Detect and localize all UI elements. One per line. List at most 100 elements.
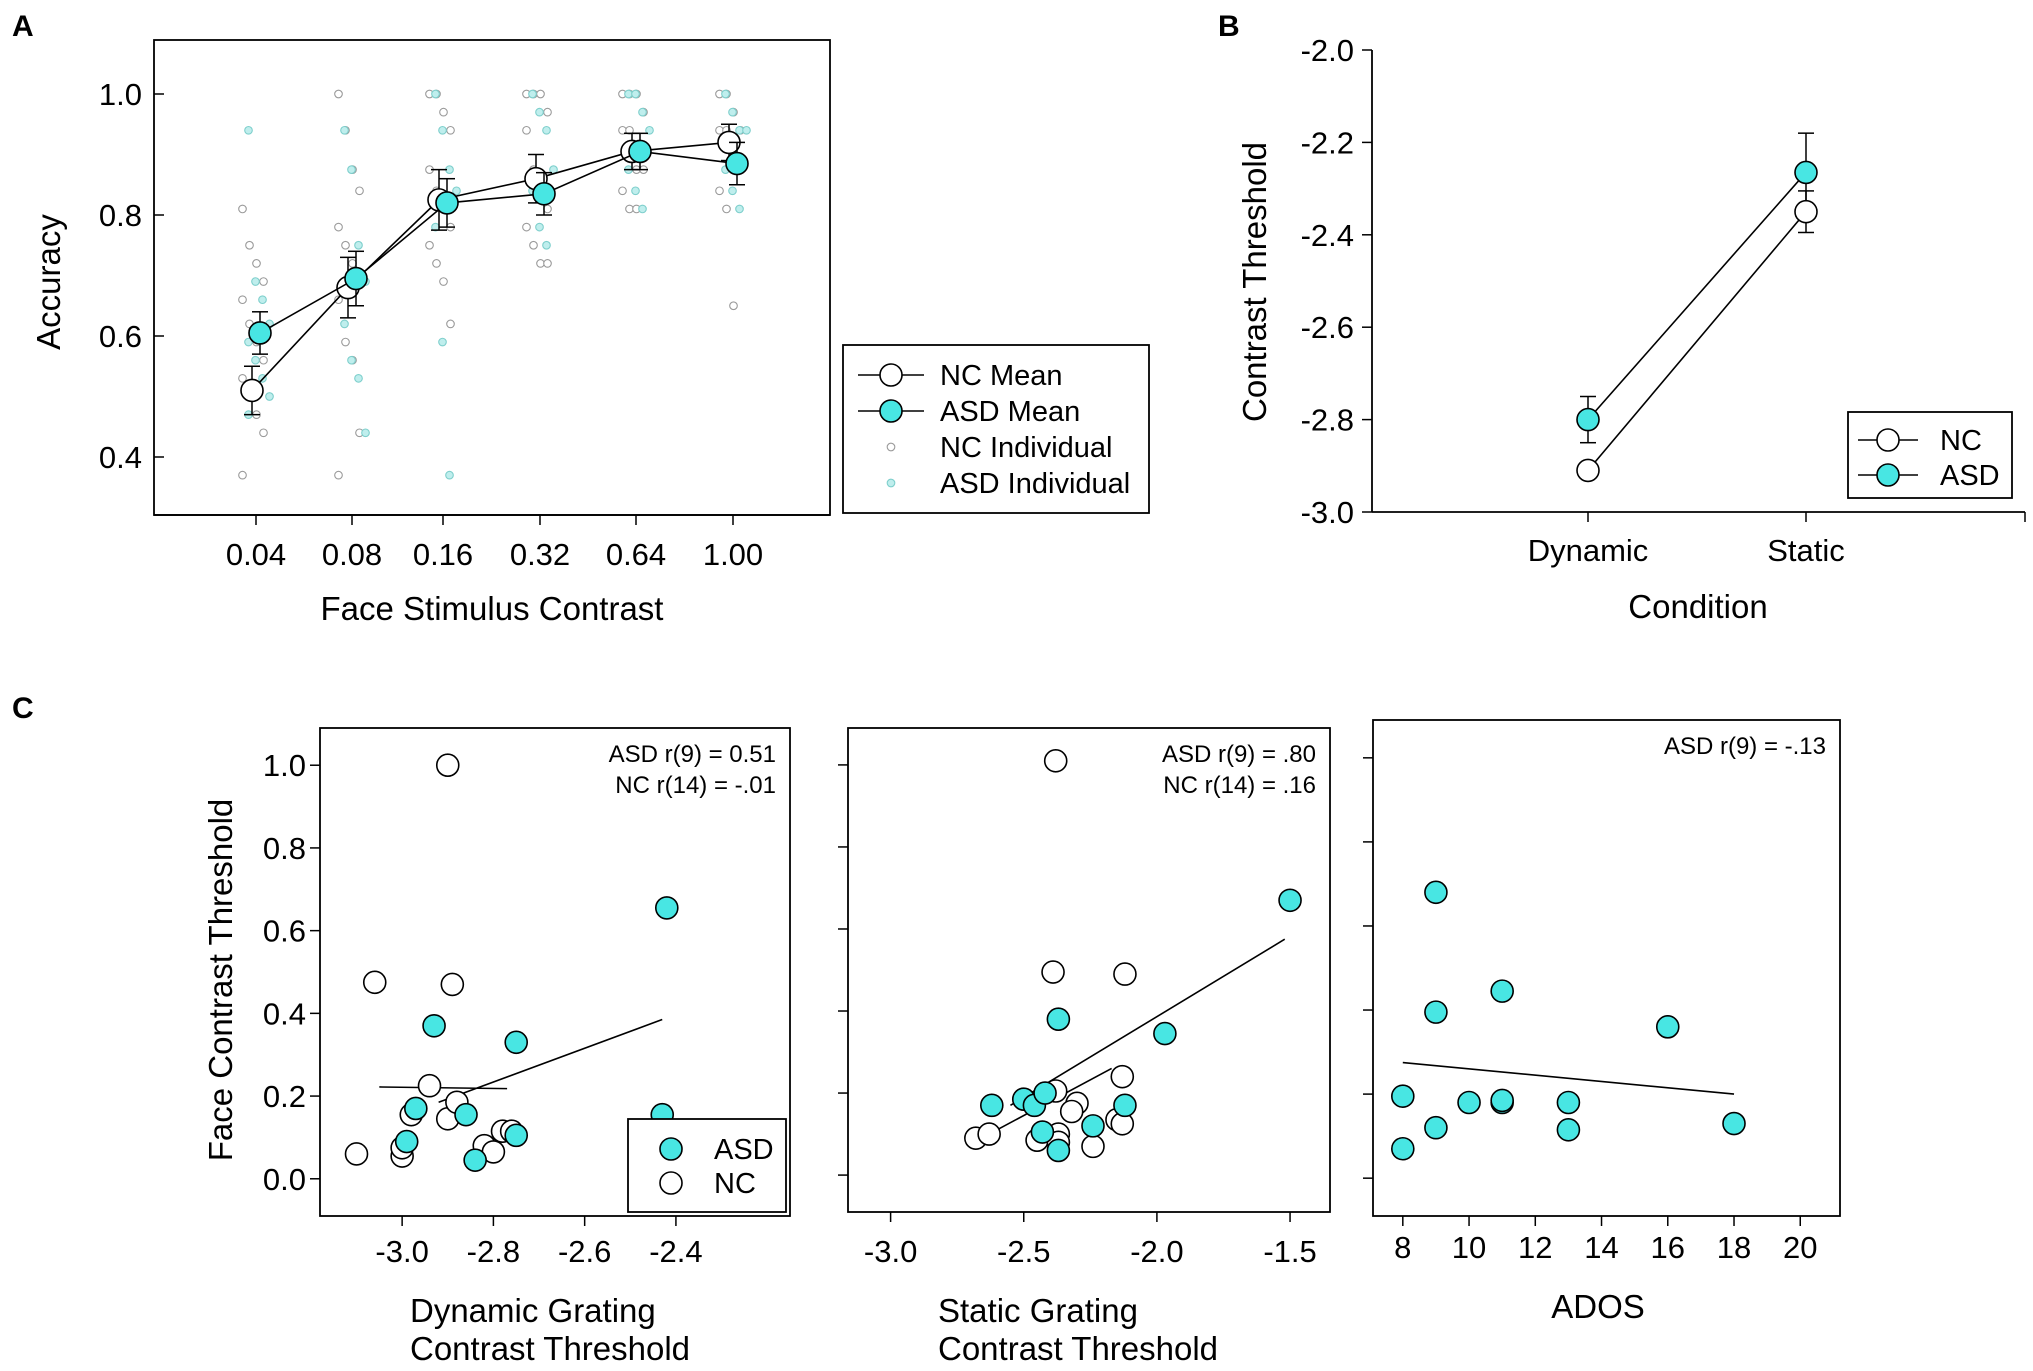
panel-a-legend: NC Mean ASD Mean NC Individual ASD Individu… [842, 344, 1150, 514]
panel-c-nc-point [1110, 1064, 1135, 1089]
panel-a: 0.4 0.6 0.8 1.0 0.04 0.08 0.16 0.32 0.64 1.00 Ac… [30, 39, 1150, 627]
panel-a-legend-marker [886, 442, 896, 452]
panel-a-legend-label: NC Individual [940, 432, 1112, 464]
panel-b-y-label: Contrast Threshold [1236, 142, 1273, 422]
panel-a-nc-individual-point [543, 204, 552, 214]
panel-c-correlation-annotation: NC r(14) = -.01 [615, 772, 776, 799]
panel-a-x-tick-label: 1.00 [703, 537, 763, 572]
panel-a-nc-individual-point [722, 204, 731, 214]
panel-b-y-tick-label: -2.2 [1301, 125, 1354, 160]
panel-a-legend-label: ASD Individual [940, 468, 1130, 500]
panel-c-x-tick-label: 18 [1717, 1230, 1751, 1265]
panel-a-x-tick-label: 0.16 [413, 537, 473, 572]
panel-c-asd-point [1030, 1120, 1055, 1144]
panel-a-asd-individual-point [631, 186, 640, 196]
panel-a-nc-individual-point [543, 107, 552, 117]
panel-b-y-tick-label: -2.4 [1301, 218, 1354, 253]
panel-c-asd-point [1046, 1138, 1071, 1163]
panel-b-x-tick-label: Static [1767, 533, 1845, 568]
panel-c-asd-point [1424, 1000, 1448, 1024]
panel-b-y-tick-label: -2.8 [1301, 403, 1354, 438]
panel-a-nc-individual-point [425, 240, 434, 250]
panel-c-x-tick-label: 10 [1452, 1230, 1486, 1265]
panel-c-x-tick-label: -2.6 [558, 1234, 611, 1269]
panel-a-asd-individual-point [728, 186, 737, 196]
panel-a-asd-individual-point [438, 125, 447, 135]
panel-b: -2.0 -2.2 -2.4 -2.6 -2.8 -3.0 Dynamic Static Co… [1236, 33, 2026, 625]
panel-c-nc-point [362, 970, 387, 995]
panel-c-asd-point [504, 1123, 529, 1148]
panel-c-asd-point [454, 1102, 478, 1127]
panel-c-asd-point [394, 1129, 419, 1154]
panel-a-nc-individual-point [334, 295, 343, 305]
panel-a-nc-individual-point [543, 259, 552, 268]
panel-c-nc-point [1113, 962, 1137, 986]
panel-c-asd-point [1033, 1081, 1057, 1105]
panel-a-asd-individual-point [265, 392, 274, 401]
panel-a-nc-individual-point [238, 470, 247, 480]
panel-a-asd-individual-point [645, 125, 654, 135]
panel-a-nc-individual-point [252, 259, 261, 268]
panel-c-asd-point [422, 1013, 446, 1038]
panel-c-y-tick-label: 0.8 [263, 831, 306, 866]
panel-a-nc-individual-point [618, 186, 627, 196]
panel-c-legend-marker [659, 1171, 683, 1195]
panel-a-asd-individual-point [354, 240, 363, 250]
panel-a-nc-individual-point [238, 295, 247, 305]
panel-c-asd-point [1424, 1115, 1448, 1140]
panel-c-asd-point [1081, 1114, 1105, 1138]
panel-b-y-tick-label: -2.0 [1301, 33, 1354, 68]
panel-c-y-tick-label: 0.2 [263, 1079, 306, 1114]
panel-c-asd-point [504, 1030, 529, 1055]
panel-a-asd-individual-point [258, 295, 267, 305]
panel-a-nc-individual-point [432, 259, 441, 268]
panel-a-asd-individual-point [728, 107, 737, 117]
panel-c-x-label: Dynamic Grating [410, 1292, 656, 1329]
panel-a-nc-individual-point [259, 277, 268, 286]
panel-a-asd-individual-point [542, 240, 551, 250]
panel-c-asd-point [1556, 1090, 1581, 1115]
panel-a-x-tick-label: 0.04 [226, 537, 286, 572]
panel-a-asd-individual-point [452, 186, 461, 196]
panel-label-a: A [12, 10, 34, 43]
panel-a-y-tick-label: 0.4 [99, 440, 142, 475]
panel-c-x-tick-label: -2.5 [997, 1234, 1050, 1269]
panel-b-asd-point [1576, 407, 1600, 432]
panel-a-x-tick-label: 0.64 [606, 537, 666, 572]
panel-a-nc-individual-point [439, 277, 448, 286]
panel-c-x-tick-label: -2.4 [649, 1234, 702, 1269]
panel-a-asd-individual-point [742, 125, 751, 135]
panel-a-individual-points [238, 89, 751, 480]
panel-a-legend-label: ASD Mean [940, 396, 1080, 428]
panel-c-nc-point [417, 1073, 442, 1098]
panel-a-asd-individual-point [445, 470, 454, 480]
panel-a-nc-individual-point [729, 301, 738, 311]
panel-a-nc-individual-point [355, 186, 364, 196]
panel-a-legend-label: NC Mean [940, 360, 1063, 392]
panel-a-nc-individual-point [245, 240, 254, 250]
panel-c-legend-marker [659, 1137, 683, 1161]
panel-c-x-tick-label: 12 [1518, 1230, 1552, 1265]
panel-a-nc-individual-point [238, 374, 247, 383]
panel-b-legend-label: NC [1940, 425, 1982, 457]
panel-c-asd-point [463, 1148, 487, 1172]
panel-a-nc-individual-point [522, 125, 531, 135]
panel-b-legend-label: ASD [1940, 460, 2000, 492]
panel-a-nc-individual-point [334, 470, 343, 480]
panel-c-asd-point [654, 896, 679, 920]
panel-a-asd-mean-point [344, 266, 368, 291]
panel-c-fit-line [1402, 1061, 1735, 1095]
panel-c-legend-box [627, 1118, 787, 1213]
panel-c-x-tick-label: 14 [1584, 1230, 1618, 1265]
panel-a-asd-individual-point [251, 355, 260, 365]
panel-c-asd-point [1457, 1090, 1481, 1115]
panel-c-asd-point [1556, 1118, 1581, 1142]
panel-a-legend-marker [879, 363, 903, 387]
panel-a-legend-marker [886, 478, 896, 488]
panel-a-asd-individual-point [721, 89, 730, 99]
panel-b-legend-box [1847, 411, 2013, 499]
panel-c-correlation-annotation: ASD r(9) = -.13 [1664, 733, 1826, 760]
panel-c-asd-point [1722, 1111, 1746, 1136]
